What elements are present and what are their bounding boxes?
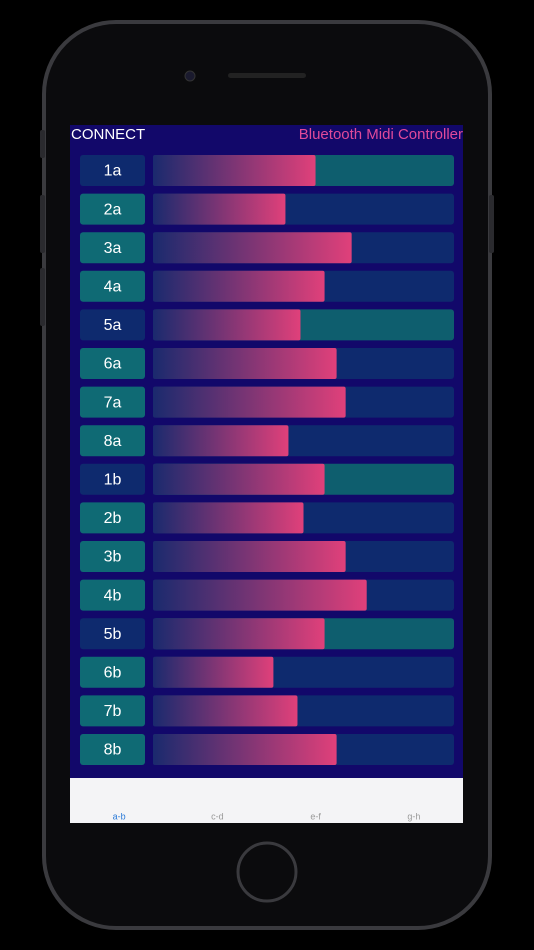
slider-fill xyxy=(153,386,346,418)
channel-label: 6b xyxy=(104,665,122,682)
channel-label: 2b xyxy=(104,510,122,527)
tabs: a-b c-d e-f g-h xyxy=(113,811,421,821)
channel-label: 5a xyxy=(104,317,122,334)
slider-fill xyxy=(153,579,367,611)
channel-button[interactable] xyxy=(80,502,145,534)
slider-fill xyxy=(153,348,337,379)
channel-label: 6a xyxy=(104,356,122,373)
slider-fill xyxy=(153,463,325,495)
channel-label: 7b xyxy=(104,703,122,720)
channel-button[interactable] xyxy=(80,155,145,186)
slider-fill xyxy=(153,155,316,186)
slider-fill xyxy=(153,656,274,688)
channel-button[interactable] xyxy=(80,734,145,765)
channel-button[interactable] xyxy=(80,309,145,341)
tab-label[interactable]: e-f xyxy=(310,811,321,821)
side-button xyxy=(489,195,494,253)
channel-button[interactable] xyxy=(80,425,145,457)
slider-fill xyxy=(153,425,289,457)
channel-label: 1a xyxy=(104,163,122,180)
channel-button[interactable] xyxy=(80,386,145,418)
tab-label[interactable]: a-b xyxy=(113,811,126,821)
slider-fill xyxy=(153,734,337,765)
slider-fill xyxy=(153,695,298,727)
tab-label[interactable]: c-d xyxy=(211,811,224,821)
side-button xyxy=(40,268,45,326)
channel-label: 4b xyxy=(104,587,122,604)
channel-button[interactable] xyxy=(80,579,145,611)
side-button xyxy=(40,130,45,158)
channel-button[interactable] xyxy=(80,193,145,225)
slider-fill xyxy=(153,270,325,302)
connect-button[interactable]: CONNECT xyxy=(71,126,145,143)
channel-label: 3b xyxy=(104,549,122,566)
channel-label: 7a xyxy=(104,394,122,411)
channel-label: 1b xyxy=(104,472,122,489)
speaker xyxy=(228,73,306,78)
channel-button[interactable] xyxy=(80,695,145,727)
slider-fill xyxy=(153,309,301,341)
channel-label: 8b xyxy=(104,742,122,759)
channel-button[interactable] xyxy=(80,656,145,688)
tab-bar xyxy=(70,778,463,823)
channel-label: 3a xyxy=(104,240,122,257)
channel-button[interactable] xyxy=(80,270,145,302)
tab-label[interactable]: g-h xyxy=(407,811,420,821)
slider-fill xyxy=(153,193,286,225)
channel-label: 8a xyxy=(104,433,122,450)
channel-button[interactable] xyxy=(80,232,145,264)
side-button xyxy=(40,195,45,253)
channel-button[interactable] xyxy=(80,541,145,572)
slider-fill xyxy=(153,502,304,534)
home-button[interactable] xyxy=(236,841,298,903)
app-title: Bluetooth Midi Controller xyxy=(299,126,463,143)
channel-label: 2a xyxy=(104,201,122,218)
channel-label: 4a xyxy=(104,279,122,296)
channel-button[interactable] xyxy=(80,348,145,379)
channel-label: 5b xyxy=(104,626,122,643)
channel-button[interactable] xyxy=(80,618,145,650)
slider-list: 1a 2a 3a 4a 5a 6a 7a 8a 1b 2b 3b 4b 5b 6b 7b 8b xyxy=(80,155,454,765)
channel-button[interactable] xyxy=(80,463,145,495)
slider-fill xyxy=(153,232,352,264)
camera xyxy=(184,70,196,82)
slider-fill xyxy=(153,618,325,650)
slider-fill xyxy=(153,541,346,572)
